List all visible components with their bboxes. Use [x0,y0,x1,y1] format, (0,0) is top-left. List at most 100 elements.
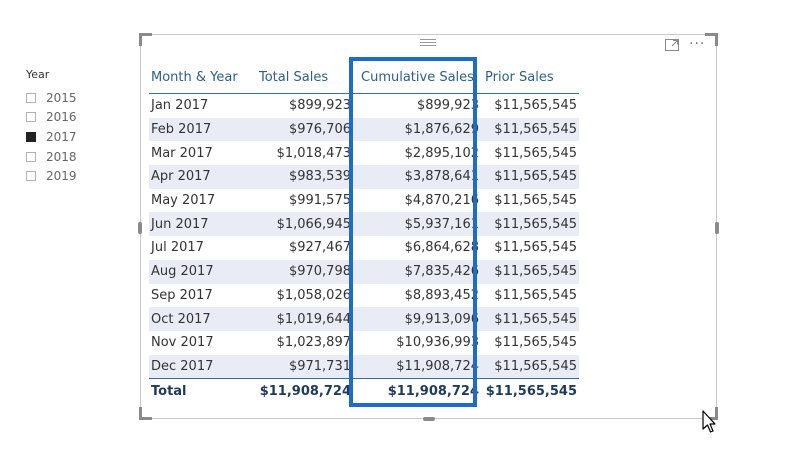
cell-prior-sales: $11,565,545 [485,141,579,166]
cell-total-sales: $927,467 [255,236,355,260]
slicer-checkbox[interactable] [26,92,36,103]
cell-prior-sales: $11,565,545 [485,188,579,213]
cell-cumulative-sales: $7,835,426 [355,259,485,284]
cell-total-sales: $983,539 [255,165,355,189]
cell-prior-sales: $11,565,545 [485,236,579,260]
table-row: Nov 2017 $1,023,897 $10,936,993 $11,565,545 [149,330,579,355]
cell-total-sales: $1,018,473 [255,141,355,166]
mouse-cursor-icon [702,410,716,433]
cell-total-sales: $1,066,945 [255,212,355,237]
table-row: Sep 2017 $1,058,026 $8,893,452 $11,565,545 [149,283,579,308]
slicer-item-2019[interactable]: 2019 [26,166,106,186]
table-row: Jan 2017 $899,923 $899,923 $11,565,545 [149,93,579,118]
more-options-icon[interactable]: ··· [689,36,706,52]
table-row: Feb 2017 $976,706 $1,876,629 $11,565,545 [149,117,579,142]
cell-cumulative-sales: $5,937,161 [355,212,485,237]
cell-prior-sales: $11,565,545 [485,117,579,142]
cell-cumulative-sales: $2,895,102 [355,141,485,166]
cell-month-year: Apr 2017 [149,165,255,189]
cell-month-year: May 2017 [149,188,255,213]
table-row: May 2017 $991,575 $4,870,216 $11,565,545 [149,188,579,213]
total-label: Total [149,378,255,404]
cell-total-sales: $971,731 [255,354,355,379]
cell-cumulative-sales: $9,913,096 [355,307,485,331]
cell-total-sales: $1,019,644 [255,307,355,331]
cell-month-year: Jul 2017 [149,236,255,260]
cell-prior-sales: $11,565,545 [485,93,579,118]
slicer-title: Year [26,68,50,81]
resize-handle-top-right[interactable] [705,33,718,46]
slicer-item-label: 2016 [46,110,77,125]
resize-handle-left[interactable] [138,222,142,234]
header-total-sales[interactable]: Total Sales [255,61,355,94]
cell-prior-sales: $11,565,545 [485,259,579,284]
cell-cumulative-sales: $1,876,629 [355,117,485,142]
cell-total-sales: $1,023,897 [255,330,355,355]
slicer-checkbox[interactable] [26,112,36,123]
cell-month-year: Mar 2017 [149,141,255,166]
cell-total-sales: $899,923 [255,93,355,118]
slicer-item-label: 2015 [46,90,77,105]
cell-cumulative-sales: $899,923 [355,93,485,118]
cell-prior-sales: $11,565,545 [485,283,579,308]
resize-handle-bottom-left[interactable] [139,407,152,420]
table-row: Oct 2017 $1,019,644 $9,913,096 $11,565,545 [149,307,579,331]
cell-cumulative-sales: $11,908,724 [355,354,485,379]
cell-prior-sales: $11,565,545 [485,165,579,189]
slicer-item-label: 2018 [46,149,77,164]
focus-mode-icon[interactable] [665,39,679,51]
slicer-checkbox[interactable] [26,151,36,162]
cell-prior-sales: $11,565,545 [485,212,579,237]
slicer-item-2015[interactable]: 2015 [26,88,106,108]
cell-month-year: Sep 2017 [149,283,255,308]
cell-month-year: Feb 2017 [149,117,255,142]
table-row: Dec 2017 $971,731 $11,908,724 $11,565,545 [149,354,579,379]
table-total-row: Total $11,908,724 $11,908,724 $11,565,54… [149,378,579,404]
resize-handle-top-left[interactable] [139,33,152,46]
cell-cumulative-sales: $3,878,641 [355,165,485,189]
table-header-row: Month & Year Total Sales Cumulative Sale… [149,61,579,94]
cell-total-sales: $991,575 [255,188,355,213]
resize-handle-right[interactable] [715,222,719,234]
total-total-sales: $11,908,724 [255,378,355,404]
sales-table: Month & Year Total Sales Cumulative Sale… [149,61,579,404]
resize-handle-bottom[interactable] [423,417,435,421]
slicer-checkbox[interactable] [26,131,36,142]
cell-total-sales: $970,798 [255,259,355,284]
total-prior-sales: $11,565,545 [485,378,579,404]
cell-prior-sales: $11,565,545 [485,330,579,355]
cell-prior-sales: $11,565,545 [485,354,579,379]
cell-total-sales: $976,706 [255,117,355,142]
cell-prior-sales: $11,565,545 [485,307,579,331]
slicer-item-2016[interactable]: 2016 [26,108,106,128]
slicer-checkbox[interactable] [26,171,36,182]
drag-grip-icon[interactable] [420,39,436,47]
cell-total-sales: $1,058,026 [255,283,355,308]
cell-cumulative-sales: $10,936,993 [355,330,485,355]
slicer-item-label: 2019 [46,169,77,184]
slicer-item-label: 2017 [46,129,77,144]
slicer-item-2018[interactable]: 2018 [26,147,106,167]
table-row: Aug 2017 $970,798 $7,835,426 $11,565,545 [149,259,579,284]
header-month-year[interactable]: Month & Year [149,61,255,94]
cell-cumulative-sales: $4,870,216 [355,188,485,213]
header-cumulative-sales[interactable]: Cumulative Sales [355,61,485,94]
year-slicer: Year 2015 2016 2017 2018 2019 [26,68,106,186]
cell-month-year: Nov 2017 [149,330,255,355]
slicer-item-2017[interactable]: 2017 [26,127,106,147]
cell-cumulative-sales: $6,864,628 [355,236,485,260]
table-row: Jul 2017 $927,467 $6,864,628 $11,565,545 [149,236,579,260]
cell-month-year: Jun 2017 [149,212,255,237]
cell-month-year: Dec 2017 [149,354,255,379]
table-body: Jan 2017 $899,923 $899,923 $11,565,545 Feb 2… [149,93,579,379]
table-visual[interactable]: ··· Month & Year Total Sales Cumulative … [138,33,719,421]
table-row: Mar 2017 $1,018,473 $2,895,102 $11,565,545 [149,141,579,166]
cell-month-year: Jan 2017 [149,93,255,118]
header-prior-sales[interactable]: Prior Sales [485,61,579,94]
table-row: Apr 2017 $983,539 $3,878,641 $11,565,545 [149,165,579,189]
cell-month-year: Aug 2017 [149,259,255,284]
resize-handle-bottom-right[interactable] [705,407,718,420]
cell-cumulative-sales: $8,893,452 [355,283,485,308]
slicer-items: 2015 2016 2017 2018 2019 [26,88,106,186]
total-cumulative-sales: $11,908,724 [355,378,485,404]
